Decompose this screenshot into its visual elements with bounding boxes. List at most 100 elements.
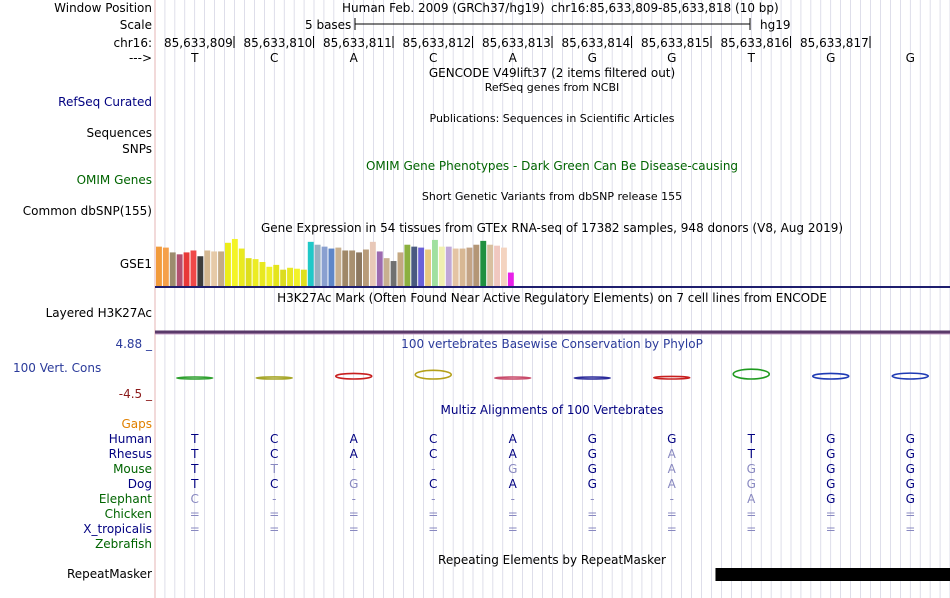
gtex-tissue-bar[interactable] bbox=[452, 248, 459, 286]
gtex-tissue-bar[interactable] bbox=[328, 248, 335, 286]
conservation-logo[interactable] bbox=[652, 375, 691, 380]
gtex-tissue-bar[interactable] bbox=[321, 246, 328, 286]
gtex-tissue-bar[interactable] bbox=[238, 248, 245, 286]
gtex-tissue-bar[interactable] bbox=[169, 252, 176, 286]
species-label[interactable]: Human bbox=[108, 432, 152, 446]
gtex-tissue-bar[interactable] bbox=[473, 244, 480, 286]
gtex-tissue-bar[interactable] bbox=[176, 254, 183, 286]
assembly-title: Human Feb. 2009 (GRCh37/hg19) bbox=[342, 1, 545, 15]
gtex-tissue-bar[interactable] bbox=[369, 241, 376, 286]
gaps-label[interactable]: Gaps bbox=[121, 417, 152, 431]
base-letter: C bbox=[429, 51, 438, 65]
species-label[interactable]: Chicken bbox=[104, 507, 152, 521]
gtex-tissue-bar[interactable] bbox=[494, 245, 500, 286]
gtex-tissue-bar[interactable] bbox=[280, 269, 287, 286]
snps-label[interactable]: SNPs bbox=[122, 142, 152, 156]
alignment-base: A bbox=[667, 447, 676, 461]
gtex-tissue-bar[interactable] bbox=[459, 248, 466, 286]
species-label[interactable]: X_tropicalis bbox=[83, 522, 152, 536]
gtex-tissue-bar[interactable] bbox=[411, 246, 418, 286]
gtex-tissue-bar[interactable] bbox=[266, 266, 273, 286]
gtex-tissue-bar[interactable] bbox=[294, 268, 300, 286]
gtex-tissue-bar[interactable] bbox=[252, 259, 259, 286]
gtex-tissue-bar[interactable] bbox=[501, 247, 507, 286]
gtex-tissue-bar[interactable] bbox=[432, 239, 438, 286]
conservation-logo[interactable] bbox=[573, 376, 612, 380]
conservation-logo[interactable] bbox=[255, 376, 294, 380]
gencode-track-title[interactable]: GENCODE V49lift37 (2 items filtered out) bbox=[428, 66, 676, 80]
gtex-tissue-bar[interactable] bbox=[425, 249, 431, 286]
gtex-tissue-bar[interactable] bbox=[218, 251, 224, 286]
conservation-logo[interactable] bbox=[811, 372, 850, 380]
species-label[interactable]: Rhesus bbox=[108, 447, 152, 461]
publications-track-title[interactable]: Publications: Sequences in Scientific Ar… bbox=[429, 112, 675, 125]
gtex-tissue-bar[interactable] bbox=[418, 247, 425, 286]
species-label[interactable]: Dog bbox=[127, 477, 152, 491]
gtex-tissue-bar[interactable] bbox=[245, 258, 252, 286]
dbsnp-track-label[interactable]: Common dbSNP(155) bbox=[22, 204, 152, 218]
refseq-track-label[interactable]: RefSeq Curated bbox=[58, 95, 152, 109]
repeatmasker-track-title[interactable]: Repeating Elements by RepeatMasker bbox=[438, 553, 666, 567]
gtex-tissue-bar[interactable] bbox=[390, 261, 397, 286]
phylop-track-label[interactable]: 100 Vert. Cons bbox=[13, 361, 102, 375]
repeatmasker-track-label[interactable]: RepeatMasker bbox=[66, 567, 152, 581]
gtex-tissue-bar[interactable] bbox=[383, 258, 390, 286]
phylop-track-title[interactable]: 100 vertebrates Basewise Conservation by… bbox=[401, 337, 703, 351]
alignment-base: G bbox=[826, 462, 836, 476]
gtex-tissue-bar[interactable] bbox=[204, 250, 211, 286]
omim-track-title[interactable]: OMIM Gene Phenotypes - Dark Green Can Be… bbox=[365, 159, 739, 173]
gtex-tissue-bar[interactable] bbox=[397, 252, 404, 286]
repeatmasker-element[interactable] bbox=[715, 568, 950, 581]
gtex-track-label[interactable]: GSE1 bbox=[119, 257, 152, 271]
alignment-base: A bbox=[349, 432, 358, 446]
gtex-tissue-bar[interactable] bbox=[307, 241, 314, 286]
gtex-tissue-bar[interactable] bbox=[273, 264, 280, 286]
gtex-tissue-bar[interactable] bbox=[300, 269, 307, 286]
base-letter: T bbox=[747, 51, 755, 65]
refseq-track-title[interactable]: RefSeq genes from NCBI bbox=[484, 81, 620, 94]
gtex-tissue-bar[interactable] bbox=[466, 247, 473, 286]
species-label[interactable]: Elephant bbox=[98, 492, 152, 506]
gtex-tissue-bar[interactable] bbox=[287, 267, 293, 286]
species-label[interactable]: Mouse bbox=[113, 462, 152, 476]
scale-db: hg19 bbox=[760, 18, 791, 32]
alignment-base: = bbox=[428, 522, 439, 536]
gtex-tissue-bar[interactable] bbox=[190, 250, 197, 286]
multiz-track-title[interactable]: Multiz Alignments of 100 Vertebrates bbox=[440, 403, 664, 417]
gtex-tissue-bar[interactable] bbox=[438, 246, 445, 286]
h3k27ac-track-title[interactable]: H3K27Ac Mark (Often Found Near Active Re… bbox=[277, 291, 827, 305]
conservation-logo[interactable] bbox=[414, 369, 453, 380]
omim-track-label[interactable]: OMIM Genes bbox=[76, 173, 152, 187]
conservation-logo[interactable] bbox=[891, 372, 930, 380]
conservation-logo[interactable] bbox=[732, 368, 771, 380]
sequences-label[interactable]: Sequences bbox=[86, 126, 152, 140]
gtex-tissue-bar[interactable] bbox=[162, 247, 169, 286]
gtex-tissue-bar[interactable] bbox=[356, 252, 362, 286]
conservation-logo[interactable] bbox=[334, 372, 373, 380]
gtex-tissue-bar[interactable] bbox=[507, 272, 514, 286]
gtex-tissue-bar[interactable] bbox=[156, 246, 162, 286]
window-position-value[interactable]: chr16:85,633,809-85,633,818 (10 bp) bbox=[551, 1, 779, 15]
gtex-tissue-bar[interactable] bbox=[231, 238, 238, 286]
gtex-tissue-bar[interactable] bbox=[335, 247, 342, 286]
gtex-track-title[interactable]: Gene Expression in 54 tissues from GTEx … bbox=[260, 221, 844, 235]
gtex-tissue-bar[interactable] bbox=[480, 240, 487, 286]
gtex-tissue-bar[interactable] bbox=[342, 250, 349, 286]
species-label[interactable]: Zebrafish bbox=[95, 537, 152, 551]
gtex-tissue-bar[interactable] bbox=[376, 251, 383, 286]
gtex-tissue-bar[interactable] bbox=[211, 251, 218, 286]
gtex-tissue-bar[interactable] bbox=[225, 242, 231, 286]
gtex-tissue-bar[interactable] bbox=[183, 252, 190, 286]
h3k27ac-track-label[interactable]: Layered H3K27Ac bbox=[45, 306, 152, 320]
gtex-tissue-bar[interactable] bbox=[445, 246, 452, 286]
gtex-tissue-bar[interactable] bbox=[487, 244, 494, 286]
gtex-tissue-bar[interactable] bbox=[404, 244, 411, 286]
gtex-tissue-bar[interactable] bbox=[314, 244, 321, 286]
gtex-tissue-bar[interactable] bbox=[363, 249, 369, 286]
dbsnp-track-title[interactable]: Short Genetic Variants from dbSNP releas… bbox=[421, 190, 683, 203]
gtex-tissue-bar[interactable] bbox=[349, 250, 356, 286]
gtex-tissue-bar[interactable] bbox=[197, 256, 204, 286]
conservation-logo[interactable] bbox=[493, 376, 532, 380]
gtex-tissue-bar[interactable] bbox=[259, 262, 266, 286]
conservation-logo[interactable] bbox=[175, 376, 214, 380]
